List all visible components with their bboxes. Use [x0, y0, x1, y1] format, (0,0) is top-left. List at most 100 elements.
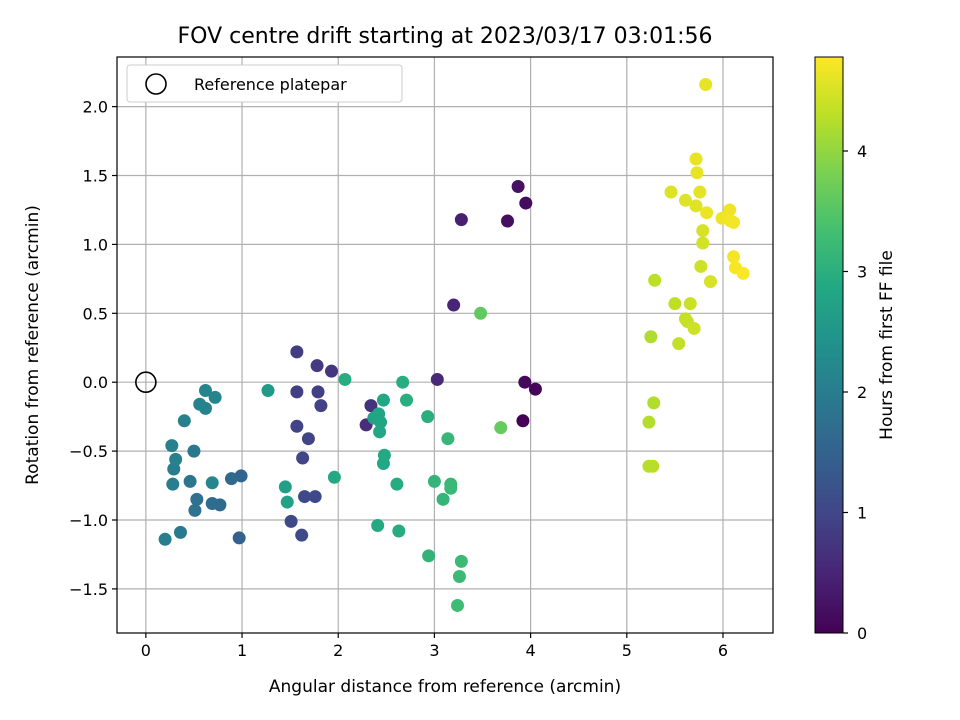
x-tick-label: 5	[622, 641, 632, 660]
data-point	[290, 345, 304, 359]
data-point	[689, 199, 703, 213]
colorbar-tick-label: 0	[857, 624, 867, 643]
data-point	[167, 462, 181, 476]
data-point	[390, 477, 404, 491]
data-point	[396, 375, 410, 389]
data-point	[427, 474, 441, 488]
data-point	[528, 382, 542, 396]
plot-frame	[116, 56, 774, 634]
data-point	[278, 480, 292, 494]
colorbar-ticks: 0 1 2 3 4	[843, 142, 867, 643]
data-point	[165, 439, 179, 453]
data-point	[501, 214, 515, 228]
data-point	[519, 196, 533, 210]
data-point	[668, 297, 682, 311]
data-point	[158, 532, 172, 546]
x-axis-ticks: 0 1 2 3 4 5 6	[141, 633, 728, 660]
data-point	[295, 528, 309, 542]
y-tick-label: 1.5	[83, 167, 108, 186]
data-point	[494, 421, 508, 435]
data-point	[311, 385, 325, 399]
data-point	[224, 472, 238, 486]
data-point	[310, 359, 324, 373]
data-point	[511, 180, 525, 194]
data-point	[188, 503, 202, 517]
legend-marker-icon	[145, 73, 167, 95]
data-point	[205, 496, 219, 510]
x-tick-label: 4	[526, 641, 536, 660]
data-point	[373, 425, 387, 439]
data-point	[327, 470, 341, 484]
data-point	[430, 372, 444, 386]
data-point	[441, 432, 455, 446]
colorbar-tick-label: 4	[857, 142, 867, 161]
data-point	[177, 414, 191, 428]
data-point	[727, 215, 741, 229]
data-point	[646, 459, 660, 473]
data-point	[648, 273, 662, 287]
data-point	[324, 364, 338, 378]
colorbar-tick-label: 1	[857, 503, 867, 522]
data-point	[444, 481, 458, 495]
data-point	[474, 306, 488, 320]
data-point	[447, 298, 461, 312]
data-point	[261, 383, 275, 397]
data-point	[374, 415, 388, 429]
data-point	[664, 185, 678, 199]
data-point	[647, 396, 661, 410]
data-point	[703, 275, 717, 289]
y-tick-label: −1.5	[69, 580, 108, 599]
x-axis-title: Angular distance from reference (arcmin)	[269, 677, 621, 697]
data-point	[284, 514, 298, 528]
y-tick-label: 0.0	[83, 373, 108, 392]
data-point	[451, 598, 465, 612]
data-point	[642, 415, 656, 429]
data-point	[400, 393, 414, 407]
data-point	[694, 259, 708, 273]
data-point	[454, 554, 468, 568]
data-point	[421, 410, 435, 424]
x-tick-label: 6	[718, 641, 728, 660]
data-point	[173, 525, 187, 539]
data-point	[700, 206, 714, 220]
data-point	[290, 419, 304, 433]
colorbar-tick-label: 2	[857, 383, 867, 402]
data-point	[290, 385, 304, 399]
y-tick-label: −0.5	[69, 442, 108, 461]
data-point	[699, 78, 713, 92]
data-point	[376, 393, 390, 407]
data-point	[736, 266, 750, 280]
colorbar-gradient	[814, 56, 844, 634]
data-point	[187, 444, 201, 458]
data-point	[392, 524, 406, 538]
legend: Reference platepar	[126, 64, 403, 103]
y-tick-label: 1.0	[83, 235, 108, 254]
data-point	[308, 490, 322, 504]
data-point	[169, 452, 183, 466]
data-point	[338, 372, 352, 386]
data-point	[377, 448, 391, 462]
data-point	[280, 495, 294, 509]
data-point	[301, 432, 315, 446]
data-point	[205, 476, 219, 490]
reference-point	[135, 371, 157, 394]
data-point	[296, 451, 310, 465]
data-point	[683, 297, 697, 311]
data-point	[644, 330, 658, 344]
x-tick-label: 3	[429, 641, 439, 660]
data-point	[452, 570, 466, 584]
data-point	[232, 531, 246, 545]
x-tick-label: 2	[333, 641, 343, 660]
y-axis-title: Rotation from reference (arcmin)	[23, 205, 43, 485]
legend-label: Reference platepar	[194, 75, 347, 94]
data-point	[371, 519, 385, 533]
x-tick-label: 0	[141, 641, 151, 660]
data-point	[696, 224, 710, 238]
y-tick-label: 2.0	[83, 98, 108, 117]
legend-box	[126, 64, 403, 103]
data-point	[183, 474, 197, 488]
data-point	[166, 477, 180, 491]
data-point	[208, 390, 222, 404]
data-point	[693, 185, 707, 199]
